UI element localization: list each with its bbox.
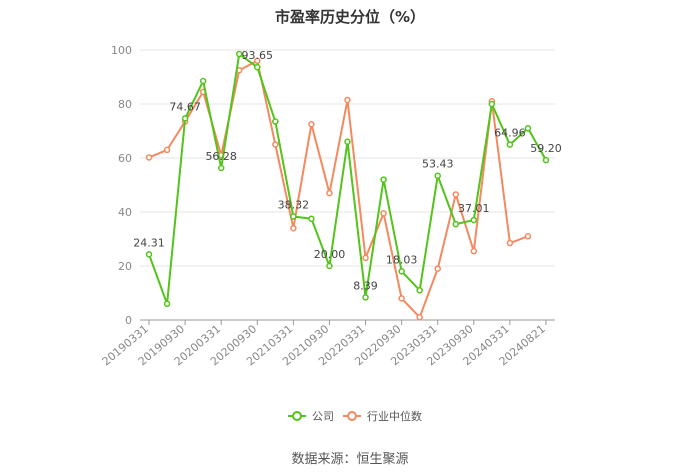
data-label: 37.01 [458,202,490,215]
series-point-1 [344,96,351,104]
series-point-1 [362,254,369,262]
y-tick-label: 60 [118,152,132,165]
series-point-1 [290,224,297,232]
data-source-note: 数据来源：恒生聚源 [291,452,409,467]
series-point-0 [254,63,261,71]
data-label: 53.43 [422,158,454,171]
data-label: 93.65 [242,49,274,62]
data-label: 8.39 [353,279,378,292]
series-point-0 [308,215,315,222]
series-point-1 [272,141,279,148]
data-label: 18.03 [386,253,418,266]
series-point-0 [217,164,225,172]
series-point-0 [416,287,423,294]
y-tick-label: 20 [118,260,132,273]
series-point-1 [506,239,514,247]
legend-label-1[interactable]: 行业中位数 [367,409,422,423]
series-point-0 [290,213,297,220]
y-tick-label: 80 [118,98,132,111]
series-point-0 [524,125,532,132]
series-point-0 [163,300,171,308]
chart-title: 市盈率历史分位（%） [274,8,426,26]
series-point-1 [380,210,387,217]
series-point-1 [163,146,171,154]
series-point-0 [398,268,405,275]
legend-label-0[interactable]: 公司 [312,410,334,423]
series-point-0 [380,176,387,183]
data-label: 38.32 [278,199,310,212]
series-point-1 [452,191,460,198]
series-point-0 [488,100,496,108]
series-point-1 [398,295,405,302]
series-point-0 [181,115,189,122]
series-point-0 [434,172,441,179]
series-point-1 [470,247,478,255]
y-tick-label: 0 [125,314,132,327]
data-label: 74.67 [169,100,201,113]
series-point-1 [434,265,441,272]
series-point-0 [542,156,550,164]
series-point-1 [308,121,315,128]
series-point-0 [452,220,460,228]
data-label: 56.28 [205,150,237,163]
series-layer [145,50,550,321]
data-label: 64.96 [494,127,526,140]
series-point-1 [145,154,153,161]
series-point-0 [235,50,243,58]
data-label: 20.00 [314,248,346,261]
data-labels: 24.31 74.67 56.28 93.65 38.32 20.00 8.39 18.03 5… [133,49,561,292]
y-tick-label: 40 [118,206,132,219]
series-point-1 [416,314,423,321]
y-tick-label: 100 [111,44,132,57]
series-point-0 [199,77,207,85]
data-label: 24.31 [133,236,165,249]
series-line-1 [148,59,529,319]
series-point-0 [506,141,514,148]
legend-marker-0 [292,411,302,421]
legend-marker-1 [347,411,357,421]
series-point-0 [470,216,478,224]
series-point-0 [326,262,333,270]
series-point-1 [254,57,261,65]
series-point-1 [326,189,333,197]
data-label: 59.20 [530,142,562,155]
series-point-0 [362,294,369,301]
series-point-0 [344,138,351,146]
series-point-0 [145,251,153,258]
series-point-0 [272,118,279,125]
legend[interactable]: 公司 行业中位数 [288,409,422,423]
series-point-1 [524,233,532,240]
